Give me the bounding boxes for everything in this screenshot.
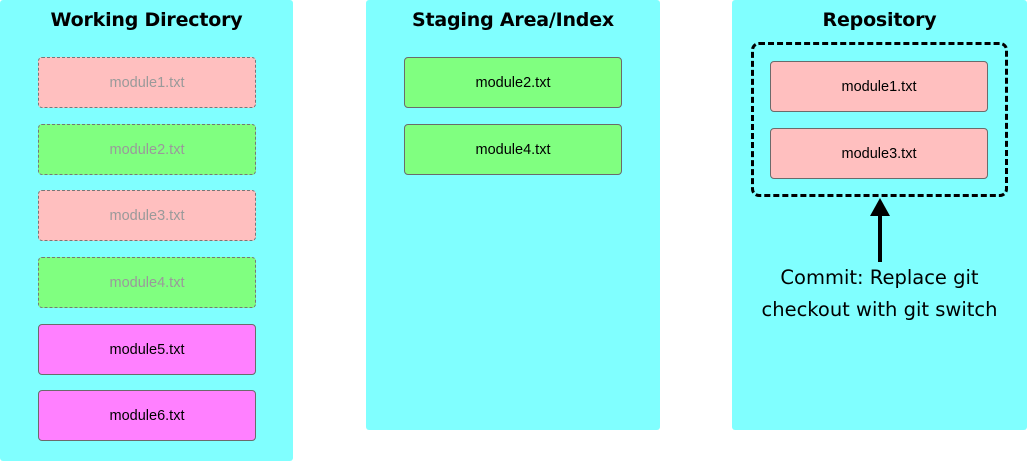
working-directory-panel: Working Directory module1.txt module2.tx… <box>0 0 293 461</box>
commit-group <box>751 42 1008 197</box>
repository-panel: Repository module1.txt module3.txt Commi… <box>732 0 1027 430</box>
commit-caption-line1: Commit: Replace git <box>780 266 979 289</box>
wd-file-module6[interactable]: module6.txt <box>38 390 256 441</box>
wd-file-module1[interactable]: module1.txt <box>38 57 256 108</box>
commit-caption-line2: checkout with git switch <box>761 298 998 321</box>
wd-file-module2[interactable]: module2.txt <box>38 124 256 175</box>
repo-file-module3[interactable]: module3.txt <box>770 128 988 179</box>
staging-file-module4[interactable]: module4.txt <box>404 124 622 175</box>
commit-caption: Commit: Replace git checkout with git sw… <box>732 262 1027 326</box>
repo-file-module1[interactable]: module1.txt <box>770 61 988 112</box>
arrow-up-icon <box>870 198 890 262</box>
staging-area-title: Staging Area/Index <box>412 9 614 31</box>
repository-title: Repository <box>822 9 937 31</box>
wd-file-module3[interactable]: module3.txt <box>38 190 256 241</box>
wd-file-module4[interactable]: module4.txt <box>38 257 256 308</box>
wd-file-module5[interactable]: module5.txt <box>38 324 256 375</box>
staging-file-module2[interactable]: module2.txt <box>404 57 622 108</box>
staging-area-panel: Staging Area/Index module2.txt module4.t… <box>366 0 660 430</box>
working-directory-title: Working Directory <box>50 9 243 31</box>
